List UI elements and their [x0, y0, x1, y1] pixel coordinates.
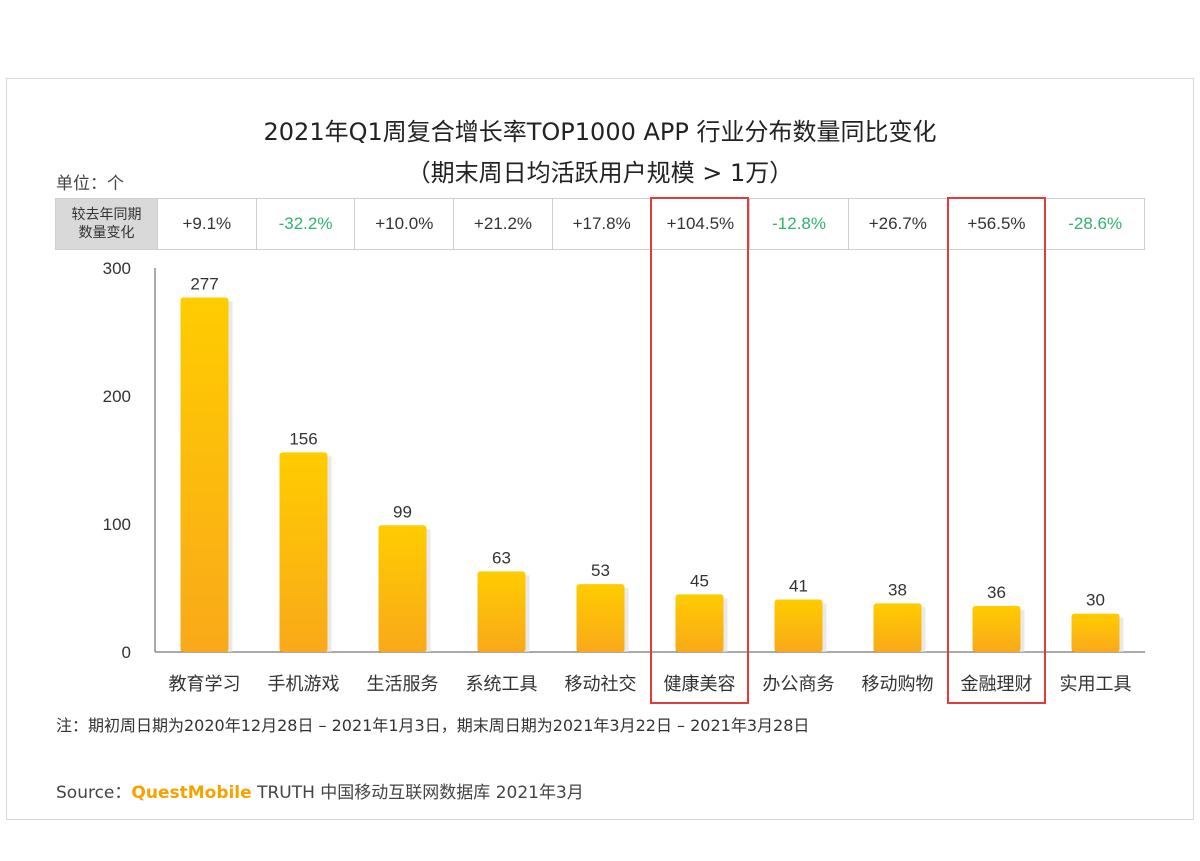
- bar: [279, 452, 328, 652]
- bar: [774, 599, 823, 652]
- y-tick-label: 200: [103, 387, 131, 406]
- x-category-label: 生活服务: [367, 674, 439, 695]
- yoy-cell: +10.0%: [355, 199, 455, 249]
- bar: [378, 525, 427, 652]
- bar: [675, 594, 724, 652]
- x-category-label: 办公商务: [763, 674, 835, 695]
- x-category-label: 实用工具: [1060, 674, 1132, 695]
- y-tick-label: 300: [103, 259, 131, 278]
- yoy-change-table: 较去年同期 数量变化 +9.1% -32.2% +10.0% +21.2% +1…: [55, 198, 1145, 250]
- x-category-label: 金融理财: [961, 674, 1033, 695]
- bar: [477, 571, 526, 652]
- footnote: 注：期初周日期为2020年12月28日 – 2021年1月3日，期末周日期为20…: [56, 716, 810, 735]
- source-rest: TRUTH 中国移动互联网数据库 2021年3月: [251, 783, 584, 803]
- yoy-cell: -12.8%: [750, 199, 849, 249]
- source-line: Source：QuestMobile TRUTH 中国移动互联网数据库 2021…: [56, 778, 584, 803]
- yoy-header-line2: 数量变化: [78, 225, 135, 241]
- bar: [576, 584, 625, 652]
- bar: [180, 297, 229, 652]
- bar-value-label: 53: [591, 561, 610, 580]
- bar: [873, 603, 922, 652]
- yoy-header: 较去年同期 数量变化: [56, 199, 158, 249]
- bar-value-label: 38: [888, 580, 907, 599]
- highlight-box-health-beauty: [650, 197, 749, 704]
- unit-label: 单位：个: [56, 174, 124, 194]
- x-category-label: 健康美容: [664, 674, 736, 695]
- y-tick-label: 0: [122, 643, 131, 662]
- x-category-label: 移动社交: [565, 674, 637, 695]
- yoy-cell: +9.1%: [158, 199, 257, 249]
- x-category-label: 教育学习: [169, 674, 241, 695]
- source-brand: QuestMobile: [131, 783, 252, 803]
- chart-subtitle: （期末周日均活跃用户规模 > 1万）: [406, 159, 794, 187]
- x-category-label: 手机游戏: [268, 674, 340, 695]
- yoy-cell: +104.5%: [652, 199, 751, 249]
- yoy-cell: -28.6%: [1068, 214, 1123, 233]
- bar-value-label: 277: [190, 274, 218, 293]
- x-category-label: 移动购物: [862, 674, 934, 695]
- yoy-header-line1: 较去年同期: [71, 207, 142, 223]
- yoy-cell: +21.2%: [454, 199, 553, 249]
- bar-value-label: 156: [289, 429, 317, 448]
- highlight-box-finance: [947, 197, 1046, 704]
- x-category-label: 系统工具: [466, 674, 538, 695]
- bar-value-label: 99: [393, 502, 412, 521]
- bar: [972, 605, 1021, 652]
- y-tick-label: 100: [103, 515, 131, 534]
- bar-value-label: 30: [1086, 591, 1105, 610]
- bar-value-label: 41: [789, 577, 808, 596]
- yoy-cell: -32.2%: [257, 199, 356, 249]
- bar-value-label: 36: [987, 583, 1006, 602]
- chart-title: 2021年Q1周复合增长率TOP1000 APP 行业分布数量同比变化: [263, 118, 937, 146]
- bar: [1071, 613, 1120, 652]
- bar-value-label: 45: [690, 571, 709, 590]
- bar-value-label: 63: [492, 548, 511, 567]
- source-prefix: Source：: [56, 783, 132, 803]
